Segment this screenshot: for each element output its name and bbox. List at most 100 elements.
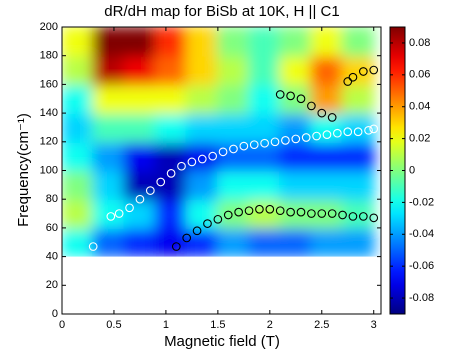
x-tick-label: 3 (371, 319, 377, 331)
x-axis-label: Magnetic field (T) (164, 333, 280, 350)
heatmap-cell (92, 83, 126, 115)
heatmap-cell (216, 27, 251, 57)
heatmap-cell (248, 198, 282, 229)
marker (322, 130, 332, 139)
heatmap-cell (62, 83, 95, 115)
y-tick-label: 0 (52, 308, 58, 320)
y-axis-label: Frequency(cm⁻¹) (15, 113, 32, 227)
heatmap-cell (341, 226, 375, 258)
heatmap-cell (310, 140, 344, 172)
y-tick-label: 100 (40, 164, 58, 176)
heatmap-cell (310, 226, 344, 258)
heatmap-cell (185, 226, 219, 258)
heatmap-cell (310, 169, 344, 201)
x-tick-label: 1 (163, 319, 169, 331)
y-tick-label: 40 (46, 251, 58, 263)
marker (156, 177, 166, 187)
marker (270, 137, 280, 147)
heatmap-cell (154, 112, 188, 143)
marker (187, 157, 197, 167)
y-tick-label: 80 (46, 193, 58, 205)
heatmap-cell (341, 83, 375, 115)
colorbar-tick-label: 0.04 (409, 101, 430, 113)
marker (333, 128, 342, 138)
heatmap-cell (185, 83, 219, 115)
heatmap-cell (310, 198, 344, 229)
heatmap-cell (310, 27, 344, 57)
marker (166, 169, 176, 178)
heatmap-cell (92, 54, 126, 86)
heatmap-cell (341, 27, 375, 57)
heatmap-cell (92, 27, 126, 57)
marker (275, 90, 285, 99)
heatmap-cell (248, 226, 282, 258)
marker (239, 141, 249, 151)
heatmap-cell (341, 54, 375, 86)
heatmap-cell (185, 140, 219, 172)
marker (229, 144, 238, 154)
heatmap-cell (279, 83, 313, 115)
marker (213, 214, 223, 224)
y-tick-label: 140 (40, 107, 58, 119)
heatmap-cell (185, 169, 219, 201)
colorbar-tick-label: -0.06 (409, 260, 434, 272)
marker (369, 213, 379, 223)
marker (249, 140, 259, 150)
y-tick-label: 200 (40, 21, 58, 33)
marker (343, 127, 353, 137)
marker (244, 206, 254, 216)
x-tick-label: 0.5 (106, 319, 121, 331)
marker (260, 138, 269, 148)
heatmap-cell (279, 198, 313, 229)
heatmap-cell (62, 27, 95, 57)
marker (255, 204, 264, 214)
blank-area (62, 256, 381, 314)
heatmap-cell (216, 169, 251, 201)
marker (88, 242, 98, 251)
colorbar-tick-label: 0.08 (409, 37, 430, 49)
marker (265, 204, 275, 214)
heatmap-cell (62, 140, 95, 172)
marker (296, 94, 306, 104)
heatmap-cell (154, 226, 188, 258)
heatmap-cell (279, 27, 313, 57)
marker (307, 101, 316, 111)
heatmap-cell (248, 169, 282, 201)
marker (307, 209, 316, 218)
marker (312, 131, 321, 141)
heatmap-cell (62, 112, 95, 143)
heatmap-cell (62, 226, 95, 258)
marker (114, 209, 124, 218)
marker (327, 113, 337, 122)
heatmap-cell (123, 54, 157, 86)
heatmap (62, 27, 381, 314)
marker (358, 67, 368, 76)
heatmap-cell (154, 140, 188, 172)
marker (223, 210, 233, 220)
x-tick-label: 2.5 (314, 319, 329, 331)
heatmap-cell (92, 226, 126, 258)
marker (234, 207, 243, 217)
y-tick-label: 20 (46, 279, 58, 291)
marker (218, 147, 228, 157)
chart-title: dR/dH map for BiSb at 10K, H || C1 (104, 3, 339, 20)
y-tick-label: 60 (46, 222, 58, 234)
heatmap-cell (341, 140, 375, 172)
heatmap-cell (279, 112, 313, 143)
marker (358, 212, 368, 221)
heatmap-cell (216, 54, 251, 86)
marker (327, 209, 337, 218)
colorbar-tick-label: 0.06 (409, 69, 430, 81)
colorbar-tick-label: -0.04 (409, 228, 434, 240)
y-tick-label: 160 (40, 78, 58, 90)
x-tick-label: 0 (59, 319, 65, 331)
marker (286, 91, 295, 101)
heatmap-cell (185, 112, 219, 143)
marker (348, 212, 358, 221)
marker (338, 210, 347, 220)
marker (182, 233, 192, 243)
heatmap-cell (92, 112, 126, 143)
colorbar-tick-label: 0 (409, 164, 415, 176)
heatmap-cell (310, 54, 344, 86)
